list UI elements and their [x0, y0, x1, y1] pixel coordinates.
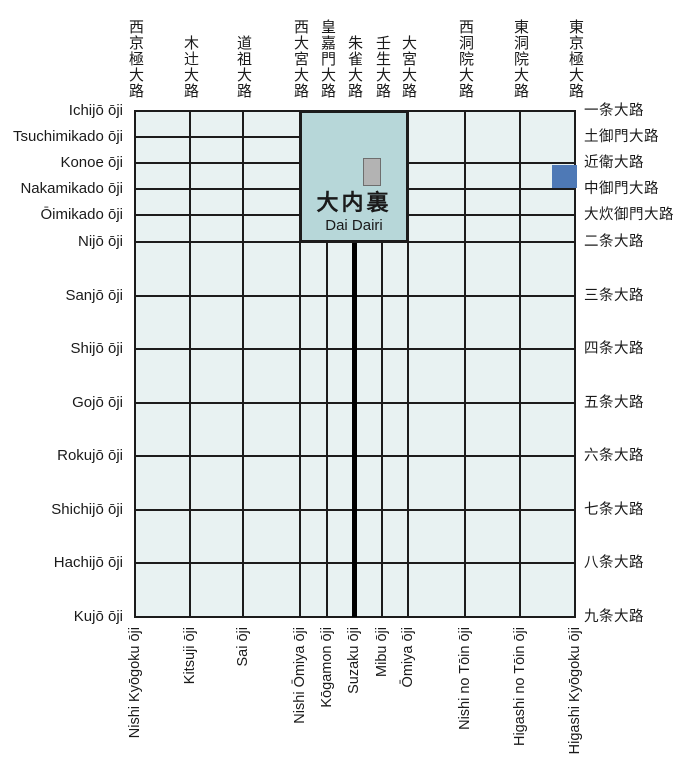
street-label-nishi-no-toin-oji-ja: 西洞院大路: [457, 19, 474, 99]
street-label-nishi-omiya-oji-ja: 西大宮大路: [292, 19, 309, 99]
street-label-kitsuji-oji-bottom: Kitsuji ōji: [182, 627, 198, 685]
street-label-shijo-oji: Shijō ōji: [70, 340, 123, 357]
street-label-nishi-kyogoku-oji-bottom: Nishi Kyōgoku ōji: [127, 627, 143, 739]
street-label-omiya-oji-bottom: Ōmiya ōji: [400, 627, 416, 688]
street-line-nakamikado-oji: [134, 188, 301, 190]
street-line-nishi-no-toin-oji: [464, 110, 466, 618]
street-label-rokujo-oji: Rokujō ōji: [57, 447, 123, 464]
suzaku-avenue-line: [351, 243, 357, 617]
street-label-ichijo-oji: Ichijō ōji: [68, 102, 123, 119]
street-label-tsuchimikado-oji: Tsuchimikado ōji: [12, 128, 123, 145]
inner-palace-square: [363, 158, 381, 186]
street-label-higashi-kyogoku-oji-bottom: Higashi Kyōgoku ōji: [567, 627, 583, 755]
street-label-kujo-oji: Kujō ōji: [73, 608, 123, 625]
street-label-nijo-oji: Nijō ōji: [77, 233, 123, 250]
street-line-kitsuji-oji: [189, 110, 191, 618]
street-line-tsuchimikado-oji: [134, 136, 301, 138]
street-label-oimikado-oji-ja: 大炊御門大路: [584, 207, 674, 223]
street-line-kogamon-oji: [326, 241, 328, 618]
dai-dairi-block: 大内裏 Dai Dairi: [300, 111, 408, 242]
street-label-rokujo-oji-ja: 六条大路: [584, 448, 644, 464]
street-label-shichijo-oji-ja: 七条大路: [584, 502, 644, 518]
street-label-tsuchimikado-oji-ja: 土御門大路: [584, 129, 659, 145]
street-line-nishi-omiya-oji: [299, 110, 301, 618]
street-label-mibu-oji-bottom: Mibu ōji: [374, 627, 390, 677]
dai-dairi-label-ja: 大内裏: [316, 190, 392, 215]
street-label-nakamikado-oji-ja: 中御門大路: [584, 181, 659, 197]
street-label-hachijo-oji-ja: 八条大路: [584, 555, 644, 571]
street-label-higashi-kyogoku-oji-ja: 東京極大路: [567, 19, 584, 99]
street-line-nishi-kyogoku-oji: [134, 110, 136, 618]
street-label-higashi-no-toin-oji-ja: 東洞院大路: [512, 19, 529, 99]
street-line-konoe-oji-e: [407, 162, 576, 164]
street-label-nishi-no-toin-oji-bottom: Nishi no Tōin ōji: [457, 627, 473, 730]
street-label-nishi-kyogoku-oji-ja: 西京極大路: [127, 19, 144, 99]
street-label-nakamikado-oji: Nakamikado ōji: [20, 180, 123, 197]
street-label-konoe-oji: Konoe ōji: [60, 154, 123, 171]
street-label-nishi-omiya-oji-bottom: Nishi Ōmiya ōji: [292, 627, 308, 724]
street-line-sai-oji: [242, 110, 244, 618]
street-label-suzaku-oji-ja: 朱雀大路: [346, 35, 363, 99]
street-label-gojo-oji-ja: 五条大路: [584, 395, 644, 411]
street-line-kujo-oji: [134, 616, 576, 618]
street-label-konoe-oji-ja: 近衛大路: [584, 155, 644, 171]
street-label-kogamon-oji-ja: 皇嘉門大路: [319, 19, 336, 99]
street-label-sanjo-oji-ja: 三条大路: [584, 288, 644, 304]
street-label-sai-oji-bottom: Sai ōji: [235, 627, 251, 667]
street-line-nakamikado-oji-e: [407, 188, 576, 190]
street-label-higashi-no-toin-oji-bottom: Higashi no Tōin ōji: [512, 627, 528, 747]
street-label-sai-oji-ja: 道祖大路: [235, 35, 252, 99]
street-label-sanjo-oji: Sanjō ōji: [65, 287, 123, 304]
street-line-omiya-oji: [407, 110, 409, 618]
street-line-nijo-oji: [134, 241, 576, 243]
street-label-mibu-oji-ja: 壬生大路: [374, 35, 391, 99]
street-line-higashi-no-toin-oji: [519, 110, 521, 618]
street-line-konoe-oji: [134, 162, 301, 164]
dai-dairi-label-en: Dai Dairi: [325, 217, 383, 234]
highlight-marker-square: [552, 165, 577, 188]
street-line-oimikado-oji: [134, 214, 301, 216]
dai-dairi-labels: 大内裏 Dai Dairi: [302, 190, 406, 235]
street-line-higashi-kyogoku-oji: [574, 110, 576, 618]
street-label-hachijo-oji: Hachijō ōji: [53, 554, 123, 571]
street-label-gojo-oji: Gojō ōji: [72, 394, 123, 411]
street-label-nijo-oji-ja: 二条大路: [584, 234, 644, 250]
street-label-oimikado-oji: Ōimikado ōji: [40, 206, 123, 223]
street-label-omiya-oji-ja: 大宮大路: [400, 35, 417, 99]
street-label-kogamon-oji-bottom: Kōgamon ōji: [319, 627, 335, 708]
street-label-shichijo-oji: Shichijō ōji: [51, 501, 123, 518]
street-label-kitsuji-oji-ja: 木辻大路: [182, 35, 199, 99]
street-label-ichijo-oji-ja: 一条大路: [584, 103, 644, 119]
street-label-kujo-oji-ja: 九条大路: [584, 609, 644, 625]
street-line-mibu-oji: [381, 241, 383, 618]
street-label-suzaku-oji-bottom: Suzaku ōji: [346, 627, 362, 694]
street-label-shijo-oji-ja: 四条大路: [584, 341, 644, 357]
street-line-oimikado-oji-e: [407, 214, 576, 216]
